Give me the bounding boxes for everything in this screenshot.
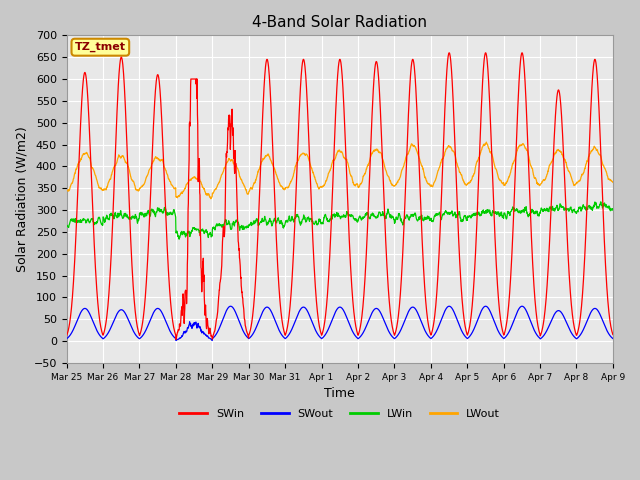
Title: 4-Band Solar Radiation: 4-Band Solar Radiation	[252, 15, 428, 30]
Text: TZ_tmet: TZ_tmet	[75, 42, 126, 52]
X-axis label: Time: Time	[324, 387, 355, 400]
Legend: SWin, SWout, LWin, LWout: SWin, SWout, LWin, LWout	[175, 404, 504, 423]
Y-axis label: Solar Radiation (W/m2): Solar Radiation (W/m2)	[15, 126, 28, 272]
